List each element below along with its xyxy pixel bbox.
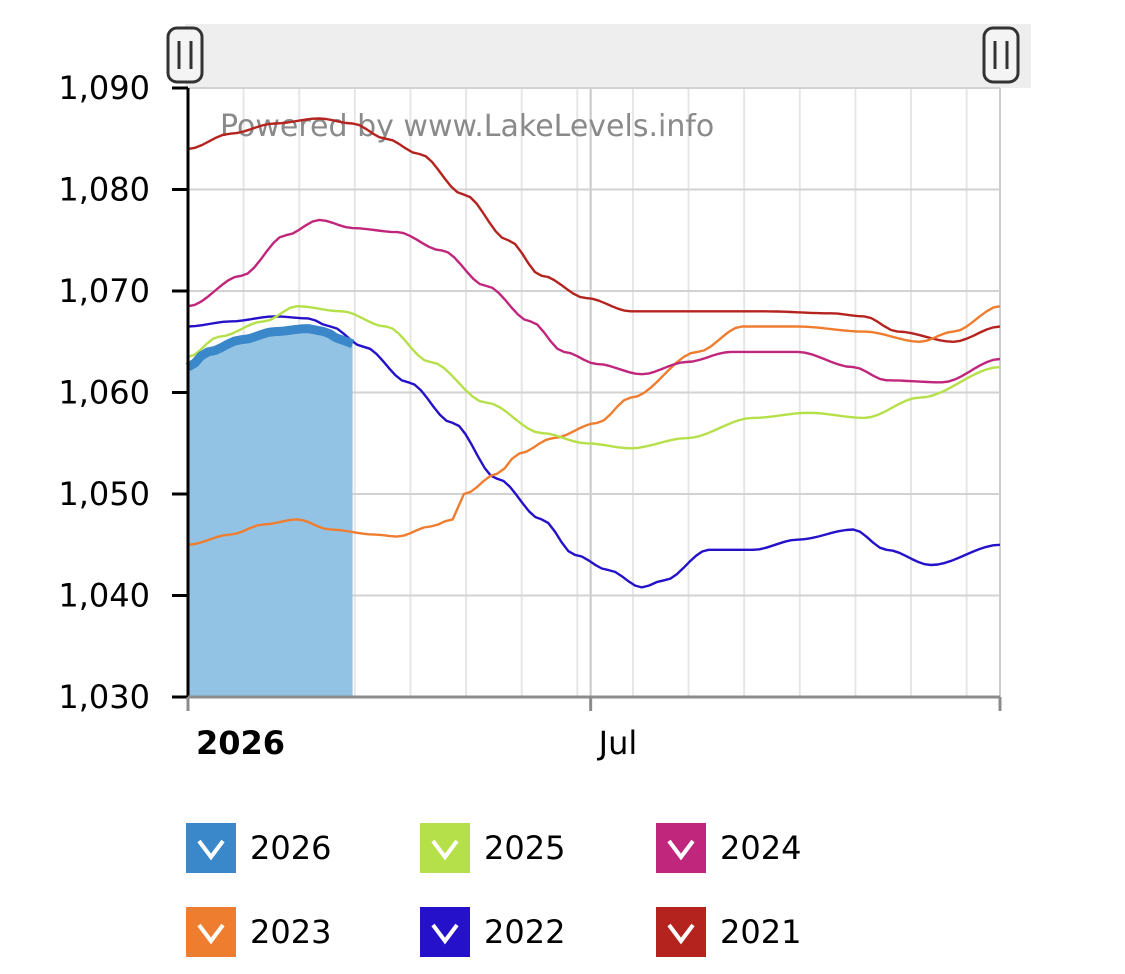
y-tick-label: 1,070	[58, 272, 150, 310]
legend-item-2023[interactable]: 2023	[186, 906, 331, 958]
area-2026	[188, 328, 353, 697]
series-line-2023	[187, 305, 1001, 546]
legend-label: 2025	[484, 829, 566, 867]
y-tick-label: 1,080	[58, 171, 150, 209]
legend-label: 2024	[720, 829, 802, 867]
range-scrollbar[interactable]	[166, 24, 1031, 88]
checkbox-2024[interactable]	[656, 823, 706, 873]
y-tick-label: 1,090	[58, 69, 150, 107]
y-tick-label: 1,050	[58, 475, 150, 513]
legend-item-2021[interactable]: 2021	[656, 906, 801, 958]
checkmark-icon	[667, 839, 695, 861]
series-line-2024	[187, 218, 1001, 384]
range-handle-left[interactable]	[166, 26, 204, 84]
area-fill-layer	[188, 328, 353, 697]
checkbox-2026[interactable]	[186, 823, 236, 873]
y-tick-label: 1,060	[58, 374, 150, 412]
checkbox-2022[interactable]	[420, 907, 470, 957]
legend-item-2026[interactable]: 2026	[186, 822, 331, 874]
checkmark-icon	[667, 923, 695, 945]
legend-label: 2026	[250, 829, 332, 867]
checkbox-2023[interactable]	[186, 907, 236, 957]
axes: 1,030 1,040 1,050 1,060 1,070 1,080 1,090 2026 J…	[58, 69, 1002, 762]
series-lines	[185, 117, 1001, 589]
checkbox-2021[interactable]	[656, 907, 706, 957]
legend-label: 2022	[484, 913, 566, 951]
legend-item-2024[interactable]: 2024	[656, 822, 801, 874]
checkmark-icon	[197, 923, 225, 945]
x-tick-label: Jul	[597, 724, 638, 762]
gridlines	[188, 87, 1001, 697]
watermark-text: Powered by www.LakeLevels.info	[220, 109, 714, 144]
lake-level-chart: Powered by www.LakeLevels.info 1,030 1,04…	[58, 24, 1031, 762]
range-handle-right[interactable]	[982, 26, 1020, 84]
series-line-2026	[185, 324, 355, 371]
checkbox-2025[interactable]	[420, 823, 470, 873]
checkmark-icon	[431, 839, 459, 861]
y-tick-label: 1,040	[58, 577, 150, 615]
checkmark-icon	[431, 923, 459, 945]
legend-item-2022[interactable]: 2022	[420, 906, 565, 958]
series-line-2025	[187, 305, 1001, 450]
legend-label: 2023	[250, 913, 332, 951]
legend-item-2025[interactable]: 2025	[420, 822, 565, 874]
y-tick-label: 1,030	[58, 678, 150, 716]
x-tick-label: 2026	[196, 724, 285, 762]
range-scrollbar-track[interactable]	[185, 24, 1031, 88]
series-line-2021	[187, 117, 1001, 343]
legend-label: 2021	[720, 913, 802, 951]
series-line-2022	[187, 315, 1001, 589]
checkmark-icon	[197, 839, 225, 861]
